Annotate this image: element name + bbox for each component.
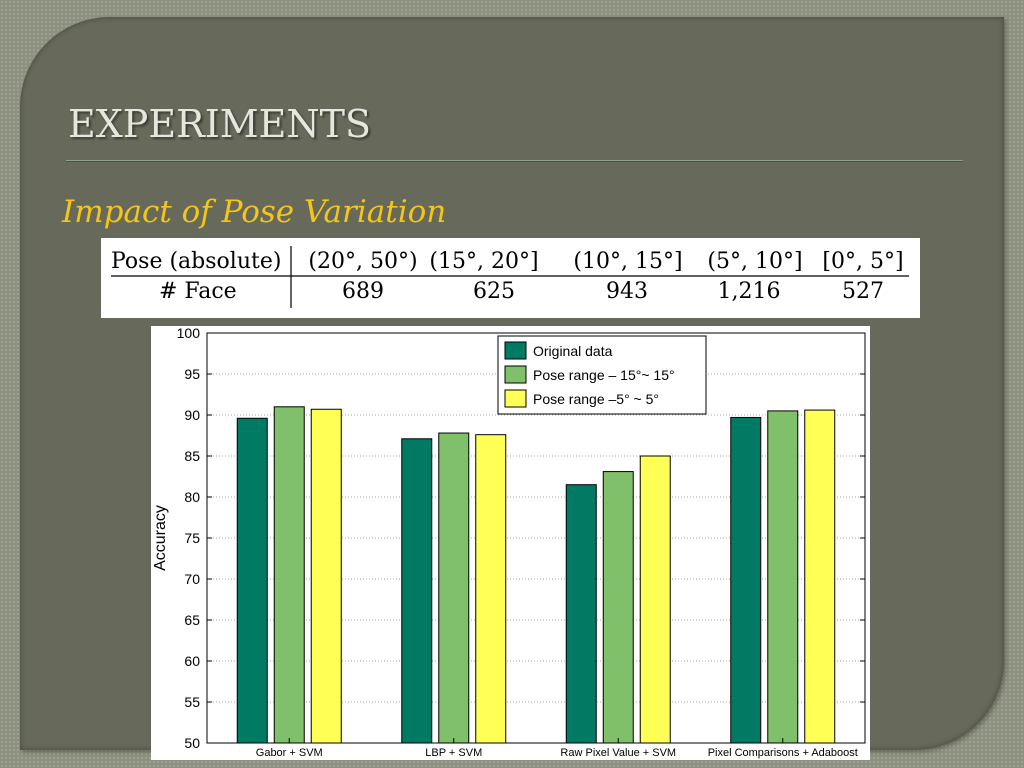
y-tick-label: 80 <box>184 489 200 505</box>
y-tick-label: 50 <box>184 735 200 751</box>
pose-row-header: Pose (absolute) <box>111 249 281 274</box>
bar <box>438 432 470 744</box>
title-divider <box>66 160 963 162</box>
accuracy-chart-svg: 50 55 60 65 70 75 80 85 90 95 100 Gabor + SVM LBP + … <box>152 326 866 759</box>
x-tick-label: Pixel Comparisons + Adaboost <box>708 747 858 759</box>
face-count: 689 <box>342 279 384 304</box>
pose-col-header: (15°, 20°] <box>429 249 538 274</box>
legend-swatch <box>504 365 527 384</box>
face-row-header: # Face <box>159 279 237 304</box>
bar <box>767 410 799 744</box>
accuracy-chart: 50 55 60 65 70 75 80 85 90 95 100 Gabor + SVM LBP + … <box>151 326 870 760</box>
pose-table-graphic: Pose (absolute) (20°, 50°) (15°, 20°] (1… <box>111 246 909 308</box>
bar <box>602 471 634 744</box>
bar <box>236 417 268 744</box>
legend-label: Pose range –5° ~ 5° <box>533 391 659 407</box>
face-count: 527 <box>842 279 884 304</box>
legend-label: Pose range – 15°~ 15° <box>533 367 675 383</box>
y-tick-label: 95 <box>184 366 200 382</box>
bar <box>639 455 671 744</box>
bar <box>730 416 762 744</box>
y-tick-label: 75 <box>184 530 200 546</box>
y-tick-label: 60 <box>184 653 200 669</box>
legend-box <box>497 335 707 415</box>
bar <box>804 409 836 744</box>
y-tick-label: 55 <box>184 694 200 710</box>
y-tick-label: 100 <box>177 326 201 341</box>
pose-col-header: [0°, 5°] <box>822 249 903 274</box>
x-tick-label: LBP + SVM <box>425 747 482 759</box>
slide-title: EXPERIMENTS <box>68 102 371 146</box>
face-count: 943 <box>606 279 648 304</box>
y-axis-label: Accuracy <box>152 505 169 571</box>
y-tick-label: 85 <box>184 448 200 464</box>
bar <box>401 438 433 744</box>
x-tick-label: Gabor + SVM <box>256 747 323 759</box>
y-tick-label: 65 <box>184 612 200 628</box>
legend-label: Original data <box>533 343 613 359</box>
face-count: 625 <box>473 279 515 304</box>
legend-swatch <box>504 341 527 360</box>
y-tick-label: 90 <box>184 407 200 423</box>
slide-subtitle: Impact of Pose Variation <box>62 194 447 230</box>
pose-col-header: (10°, 15°] <box>573 249 682 274</box>
pose-col-header: (20°, 50°) <box>308 249 417 274</box>
face-count: 1,216 <box>718 279 781 304</box>
bar <box>565 484 597 744</box>
pose-col-header: (5°, 10°] <box>707 249 802 274</box>
bar <box>475 434 507 744</box>
bar <box>273 406 305 744</box>
bar <box>310 408 342 744</box>
legend-swatch <box>504 389 527 408</box>
x-tick-label: Raw Pixel Value + SVM <box>560 747 676 759</box>
pose-table: Pose (absolute) (20°, 50°) (15°, 20°] (1… <box>101 238 920 318</box>
y-tick-label: 70 <box>184 571 200 587</box>
